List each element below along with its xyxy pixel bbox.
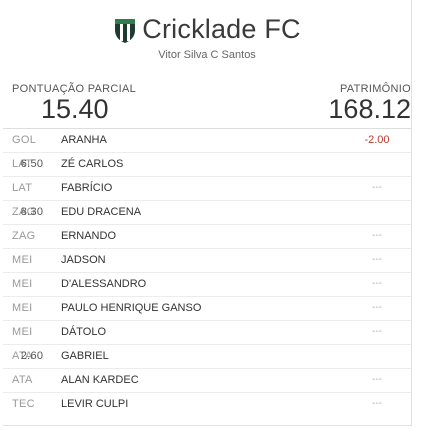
player-position: ZAG — [12, 206, 36, 218]
assets-label: PATRIMÔNIO — [339, 83, 411, 95]
player-row[interactable]: MEI DÁTOLO --- — [3, 320, 411, 344]
player-points: --- — [372, 398, 382, 409]
player-points: --- — [372, 182, 382, 193]
player-position: MEI — [12, 278, 33, 290]
player-row[interactable]: GOL ARANHA -2.00 — [3, 128, 411, 152]
player-row[interactable]: ZAG ERNANDO --- — [3, 224, 411, 248]
player-name: LEVIR CULPI — [61, 398, 129, 410]
player-points: --- — [372, 278, 382, 289]
player-name: ERNANDO — [61, 230, 117, 242]
partial-score-label: PONTUAÇÃO PARCIAL — [12, 83, 137, 95]
player-points: --- — [372, 254, 382, 265]
team-owner: Vitor Silva C Santos — [158, 49, 256, 61]
team-title-line: Cricklade FC — [3, 0, 411, 45]
assets-score: PATRIMÔNIO 168.12 — [328, 83, 411, 123]
player-row[interactable]: TEC LEVIR CULPI --- — [3, 392, 411, 416]
player-row[interactable]: MEI PAULO HENRIQUE GANSO --- — [3, 296, 411, 320]
team-shield-icon — [115, 18, 136, 43]
player-points: --- — [372, 230, 382, 241]
player-position: ZAG — [12, 230, 36, 242]
player-position: MEI — [12, 254, 33, 266]
player-position: LAT — [12, 182, 33, 194]
player-row[interactable]: MEI JADSON --- — [3, 248, 411, 272]
player-row[interactable]: ATA ALAN KARDEC --- — [3, 368, 411, 392]
partial-score-value: 15.40 — [41, 94, 109, 124]
player-name: FABRÍCIO — [61, 182, 113, 194]
player-position: GOL — [12, 134, 37, 146]
player-row[interactable]: MEI D'ALESSANDRO --- — [3, 272, 411, 296]
player-points: --- — [372, 374, 382, 385]
player-name: PAULO HENRIQUE GANSO — [61, 302, 202, 314]
player-position: MEI — [12, 326, 33, 338]
player-name: DÁTOLO — [61, 326, 107, 338]
player-name: ARANHA — [61, 134, 107, 146]
player-position: MEI — [12, 302, 33, 314]
player-position: ATA — [12, 374, 33, 386]
player-points: 8.30 — [20, 206, 44, 218]
player-points: --- — [372, 302, 382, 313]
player-points: --- — [372, 326, 382, 337]
player-row[interactable]: ZAG EDU DRACENA 8.30 — [3, 200, 411, 224]
player-row[interactable]: LAT FABRÍCIO --- — [3, 176, 411, 200]
team-card: Cricklade FC Vitor Silva C Santos PONTUA… — [3, 0, 412, 426]
player-position: TEC — [12, 398, 35, 410]
player-name: D'ALESSANDRO — [61, 278, 147, 290]
team-header: Cricklade FC Vitor Silva C Santos — [3, 0, 411, 72]
player-name: JADSON — [61, 254, 106, 266]
player-name: ZÉ CARLOS — [61, 158, 124, 170]
assets-value: 168.12 — [328, 94, 411, 124]
player-position: ATA — [12, 350, 33, 362]
player-position: LAT — [12, 158, 33, 170]
scores-row: PONTUAÇÃO PARCIAL 15.40 PATRIMÔNIO 168.1… — [3, 72, 411, 128]
player-points: -2.00 — [364, 134, 390, 146]
player-name: ALAN KARDEC — [61, 374, 139, 386]
player-name: EDU DRACENA — [61, 206, 142, 218]
player-row[interactable]: ATA GABRIEL 2.60 — [3, 344, 411, 368]
player-points: 2.60 — [20, 350, 44, 362]
player-points: 6.50 — [20, 158, 44, 170]
partial-score: PONTUAÇÃO PARCIAL 15.40 — [12, 83, 136, 123]
player-name: GABRIEL — [61, 350, 109, 362]
player-list: GOL ARANHA -2.00 LAT ZÉ CARLOS 6.50 LAT FABRÍCI… — [3, 128, 411, 416]
player-row[interactable]: LAT ZÉ CARLOS 6.50 — [3, 152, 411, 176]
team-name: Cricklade FC — [142, 14, 301, 44]
